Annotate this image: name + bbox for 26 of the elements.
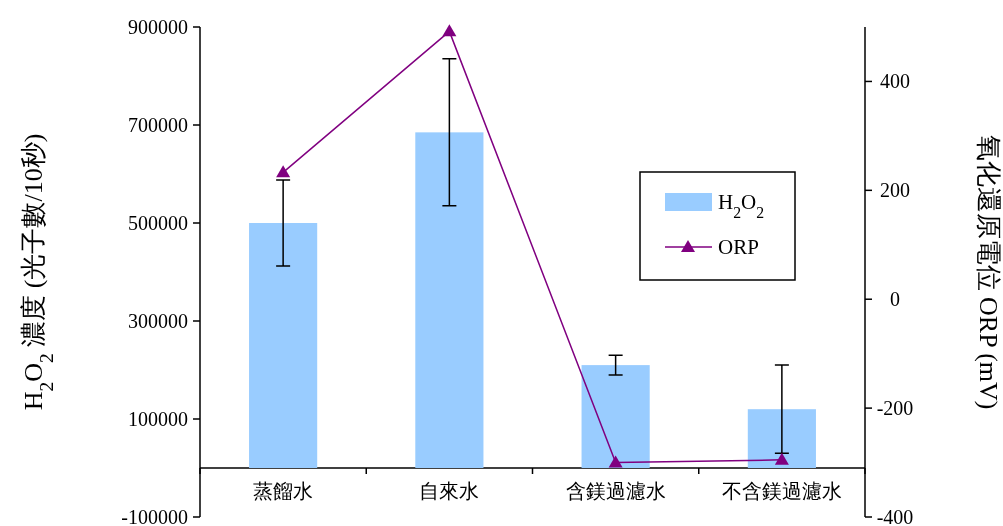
bar xyxy=(747,409,816,468)
y-tick-label: 900000 xyxy=(128,16,188,38)
y2-tick-label: -200 xyxy=(876,397,914,420)
point xyxy=(608,455,623,468)
y2-tick-label: 200 xyxy=(880,179,910,202)
x-tick-label: 含鎂過濾水 xyxy=(565,480,666,502)
y2-tick-label: 400 xyxy=(880,70,910,93)
legend-label: ORP xyxy=(718,235,759,259)
point xyxy=(774,452,789,465)
y-tick-label: -100000 xyxy=(121,506,188,526)
bar xyxy=(581,365,650,468)
y-tick-label: 500000 xyxy=(128,212,188,234)
x-tick-label: 自來水 xyxy=(419,480,480,502)
bar xyxy=(415,132,484,468)
y2-tick-label: -400 xyxy=(876,506,914,526)
y-tick-label: 700000 xyxy=(128,114,188,136)
y-tick-label: 300000 xyxy=(128,310,188,332)
bar xyxy=(249,223,318,468)
x-tick-label: 蒸餾水 xyxy=(253,480,314,502)
y2-axis-title: 氧化還原電位 ORP (mV) xyxy=(974,134,1003,410)
y2-tick-label: 0 xyxy=(890,288,900,311)
legend-label: H$_{2}$O$_{2}$ xyxy=(718,190,765,221)
x-tick-label: 不含鎂過濾水 xyxy=(721,480,842,502)
y-tick-label: 100000 xyxy=(128,408,188,430)
point xyxy=(276,165,291,178)
point xyxy=(442,24,457,37)
